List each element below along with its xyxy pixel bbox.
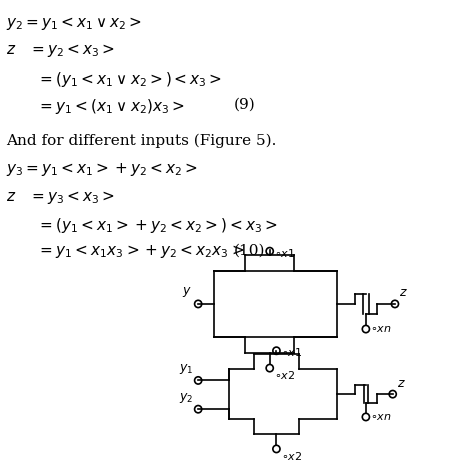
Text: (9): (9) — [234, 97, 256, 111]
Text: $y$: $y$ — [182, 286, 191, 299]
Text: $= (y_1 < x_1 > + y_2 < x_2 >) < x_3 >$: $= (y_1 < x_1 > + y_2 < x_2 >) < x_3 >$ — [37, 216, 278, 235]
Text: $= y_1 < (x_1 \vee x_2) x_3 >$: $= y_1 < (x_1 \vee x_2) x_3 >$ — [37, 97, 185, 116]
Text: $z \quad = y_2 < x_3 >$: $z \quad = y_2 < x_3 >$ — [6, 42, 115, 60]
Text: $y_1$: $y_1$ — [179, 362, 194, 376]
Text: (10): (10) — [234, 243, 266, 258]
Text: $\circ xn$: $\circ xn$ — [370, 412, 392, 422]
Text: $z \quad = y_3 < x_3 >$: $z \quad = y_3 < x_3 >$ — [6, 189, 115, 206]
Text: $= y_1 < x_1 x_3 > + y_2 < x_2 x_3 >$: $= y_1 < x_1 x_3 > + y_2 < x_2 x_3 >$ — [37, 243, 244, 260]
Text: And for different inputs (Figure 5).: And for different inputs (Figure 5). — [6, 134, 276, 148]
Text: $y_3 = y_1 < x_1 > + y_2 < x_2 >$: $y_3 = y_1 < x_1 > + y_2 < x_2 >$ — [6, 161, 198, 178]
Text: $z$: $z$ — [397, 377, 406, 390]
Text: $y_2$: $y_2$ — [180, 391, 194, 405]
Text: $= (y_1 < x_1 \vee x_2 >) < x_3 >$: $= (y_1 < x_1 \vee x_2 >) < x_3 >$ — [37, 70, 222, 89]
Text: $\circ x1$: $\circ x1$ — [281, 345, 302, 358]
Text: $z$: $z$ — [400, 286, 408, 299]
Text: $\circ x1$: $\circ x1$ — [274, 246, 296, 259]
Text: $\circ xn$: $\circ xn$ — [370, 324, 392, 334]
Text: $\circ x2$: $\circ x2$ — [274, 369, 296, 381]
Text: $\circ x2$: $\circ x2$ — [281, 450, 302, 462]
Text: $y_2 = y_1 < x_1 \vee x_2 >$: $y_2 = y_1 < x_1 \vee x_2 >$ — [6, 15, 142, 32]
